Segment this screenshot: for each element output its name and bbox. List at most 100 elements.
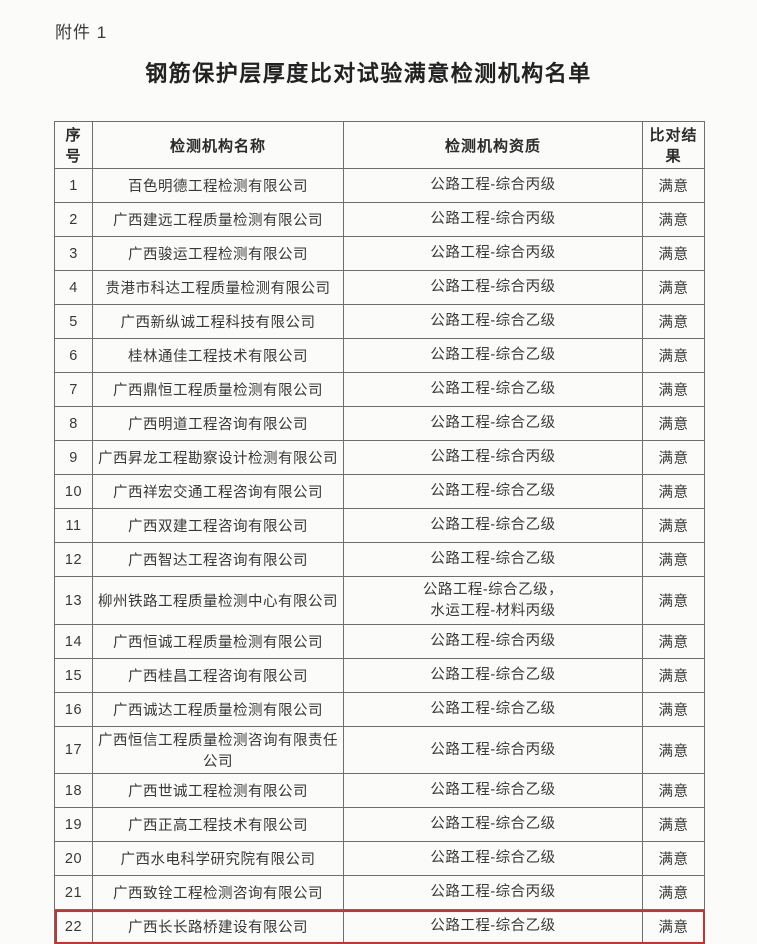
- row-number: 5: [54, 304, 93, 339]
- institution-name: 广西诚达工程质量检测有限公司: [92, 692, 344, 727]
- header-result: 比对结果: [642, 121, 705, 169]
- comparison-result: 满意: [642, 236, 705, 271]
- row-number: 21: [54, 875, 93, 910]
- page-title: 钢筋保护层厚度比对试验满意检测机构名单: [145, 61, 592, 86]
- institution-name: 广西明道工程咨询有限公司: [92, 406, 344, 441]
- comparison-result: 满意: [642, 338, 705, 373]
- table-row: 16 广西诚达工程质量检测有限公司 公路工程-综合乙级 满意: [54, 692, 705, 727]
- institution-name: 桂林通佳工程技术有限公司: [92, 338, 344, 373]
- table-row: 22 广西长长路桥建设有限公司 公路工程-综合乙级 满意: [54, 909, 705, 944]
- row-number: 20: [54, 841, 93, 876]
- comparison-result: 满意: [642, 508, 705, 543]
- institution-name: 广西正高工程技术有限公司: [92, 807, 344, 842]
- institution-name: 广西新纵诚工程科技有限公司: [92, 304, 344, 339]
- comparison-result: 满意: [642, 692, 705, 727]
- institution-name: 广西恒诚工程质量检测有限公司: [92, 624, 344, 659]
- row-number: 7: [54, 372, 93, 407]
- institution-name: 百色明德工程检测有限公司: [92, 168, 344, 203]
- qualification: 公路工程-综合丙级: [343, 168, 643, 203]
- institution-name: 广西致铨工程检测咨询有限公司: [92, 875, 344, 910]
- row-number: 17: [54, 726, 93, 774]
- qualification: 公路工程-综合乙级: [343, 542, 643, 577]
- comparison-result: 满意: [642, 202, 705, 237]
- comparison-result: 满意: [642, 658, 705, 693]
- qualification: 公路工程-综合丙级: [343, 270, 643, 305]
- table-row: 19 广西正高工程技术有限公司 公路工程-综合乙级 满意: [54, 807, 705, 842]
- institutions-table: 序号 检测机构名称 检测机构资质 比对结果 1 百色明德工程检测有限公司 公路工程-…: [54, 121, 705, 944]
- row-number: 22: [54, 909, 93, 944]
- row-number: 13: [54, 576, 93, 625]
- qualification: 公路工程-综合丙级: [343, 236, 643, 271]
- institution-name: 广西骏运工程检测有限公司: [92, 236, 344, 271]
- institution-name: 广西长长路桥建设有限公司: [92, 909, 344, 944]
- comparison-result: 满意: [642, 440, 705, 475]
- institution-name: 广西桂昌工程咨询有限公司: [92, 658, 344, 693]
- qualification: 公路工程-综合乙级: [343, 909, 643, 944]
- comparison-result: 满意: [642, 304, 705, 339]
- comparison-result: 满意: [642, 875, 705, 910]
- table-row: 7 广西鼎恒工程质量检测有限公司 公路工程-综合乙级 满意: [54, 372, 705, 407]
- table-body: 1 百色明德工程检测有限公司 公路工程-综合丙级 满意 2 广西建远工程质量检测有限公司公…: [54, 168, 705, 944]
- institution-name: 广西智达工程咨询有限公司: [92, 542, 344, 577]
- comparison-result: 满意: [642, 909, 705, 944]
- comparison-result: 满意: [642, 841, 705, 876]
- table-row: 3 广西骏运工程检测有限公司 公路工程-综合丙级 满意: [54, 236, 705, 271]
- qualification: 公路工程-综合乙级: [343, 372, 643, 407]
- institution-name: 广西昇龙工程勘察设计检测有限公司: [92, 440, 344, 475]
- qualification: 公路工程-综合乙级: [343, 508, 643, 543]
- row-number: 10: [54, 474, 93, 509]
- header-qualification: 检测机构资质: [343, 121, 643, 169]
- table-row: 2 广西建远工程质量检测有限公司 公路工程-综合丙级 满意: [54, 202, 705, 237]
- table-row: 12 广西智达工程咨询有限公司 公路工程-综合乙级 满意: [54, 542, 705, 577]
- comparison-result: 满意: [642, 807, 705, 842]
- institution-name: 广西水电科学研究院有限公司: [92, 841, 344, 876]
- comparison-result: 满意: [642, 576, 705, 625]
- row-number: 6: [54, 338, 93, 373]
- table-row: 20 广西水电科学研究院有限公司 公路工程-综合乙级 满意: [54, 841, 705, 876]
- row-number: 15: [54, 658, 93, 693]
- qualification: 公路工程-综合乙级: [343, 807, 643, 842]
- table-header-row: 序号 检测机构名称 检测机构资质 比对结果: [54, 121, 705, 169]
- table-row: 13 柳州铁路工程质量检测中心有限公司 公路工程-综合乙级， 水运工程-材料丙级 满意: [54, 576, 705, 625]
- qualification: 公路工程-综合乙级: [343, 338, 643, 373]
- table-row: 11 广西双建工程咨询有限公司 公路工程-综合乙级 满意: [54, 508, 705, 543]
- row-number: 4: [54, 270, 93, 305]
- table-row: 6 桂林通佳工程技术有限公司 公路工程-综合乙级 满意: [54, 338, 705, 373]
- row-number: 2: [54, 202, 93, 237]
- row-number: 8: [54, 406, 93, 441]
- row-number: 14: [54, 624, 93, 659]
- institution-name: 柳州铁路工程质量检测中心有限公司: [92, 576, 344, 625]
- qualification: 公路工程-综合丙级: [343, 875, 643, 910]
- table-row: 18 广西世诚工程检测有限公司 公路工程-综合乙级 满意: [54, 773, 705, 808]
- table-row: 1 百色明德工程检测有限公司 公路工程-综合丙级 满意: [54, 168, 705, 203]
- table-row: 5 广西新纵诚工程科技有限公司 公路工程-综合乙级 满意: [54, 304, 705, 339]
- comparison-result: 满意: [642, 726, 705, 774]
- institution-name: 贵港市科达工程质量检测有限公司: [92, 270, 344, 305]
- qualification: 公路工程-综合乙级: [343, 658, 643, 693]
- institution-name: 广西建远工程质量检测有限公司: [92, 202, 344, 237]
- qualification: 公路工程-综合丙级: [343, 440, 643, 475]
- row-number: 11: [54, 508, 93, 543]
- row-number: 1: [54, 168, 93, 203]
- header-name: 检测机构名称: [92, 121, 344, 169]
- comparison-result: 满意: [642, 406, 705, 441]
- comparison-result: 满意: [642, 372, 705, 407]
- qualification: 公路工程-综合丙级: [343, 624, 643, 659]
- qualification: 公路工程-综合乙级: [343, 841, 643, 876]
- table-row: 14 广西恒诚工程质量检测有限公司 公路工程-综合丙级 满意: [54, 624, 705, 659]
- table-row: 9 广西昇龙工程勘察设计检测有限公司 公路工程-综合丙级 满意: [54, 440, 705, 475]
- qualification: 公路工程-综合丙级: [343, 202, 643, 237]
- row-number: 18: [54, 773, 93, 808]
- institution-name: 广西双建工程咨询有限公司: [92, 508, 344, 543]
- row-number: 19: [54, 807, 93, 842]
- header-no: 序号: [54, 121, 93, 169]
- qualification: 公路工程-综合乙级: [343, 406, 643, 441]
- institution-name: 广西鼎恒工程质量检测有限公司: [92, 372, 344, 407]
- row-number: 3: [54, 236, 93, 271]
- institution-name: 广西世诚工程检测有限公司: [92, 773, 344, 808]
- row-number: 12: [54, 542, 93, 577]
- table-row: 8 广西明道工程咨询有限公司 公路工程-综合乙级 满意: [54, 406, 705, 441]
- comparison-result: 满意: [642, 168, 705, 203]
- comparison-result: 满意: [642, 474, 705, 509]
